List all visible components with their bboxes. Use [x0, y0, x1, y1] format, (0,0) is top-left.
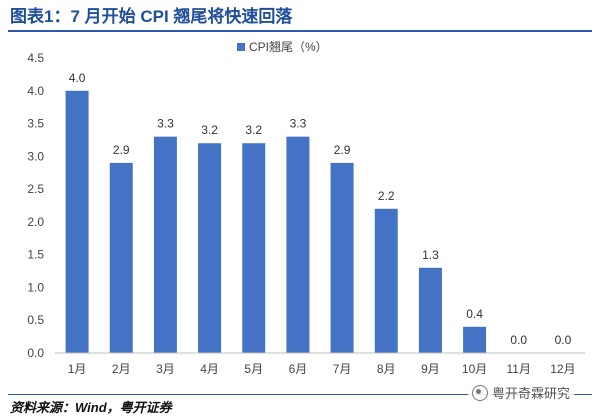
- data-label: 2.9: [113, 143, 130, 157]
- bar: [109, 162, 133, 353]
- data-label: 3.2: [245, 123, 262, 137]
- bar: [242, 143, 266, 353]
- x-tick-label: 10月: [462, 362, 487, 376]
- watermark-text: 粤开奇霖研究: [492, 386, 571, 401]
- wechat-icon: [472, 384, 488, 401]
- y-tick-label: 4.5: [27, 51, 44, 65]
- x-tick-label: 6月: [289, 362, 308, 376]
- x-tick-label: 1月: [68, 362, 87, 376]
- data-label: 0.0: [510, 333, 527, 347]
- data-labels: 4.0 2.9 3.3 3.2 3.2 3.3 2.9 2.2 1.3 0.4 0.0 0.0: [69, 71, 572, 347]
- title-divider: [8, 30, 592, 32]
- data-label: 3.2: [201, 123, 218, 137]
- bar: [286, 136, 310, 353]
- y-tick-label: 2.0: [27, 215, 44, 229]
- bar-chart: CPI翘尾（%） 0.00.51.01.52.02.53.03.54.04.5 …: [27, 40, 585, 376]
- bar: [330, 162, 354, 353]
- legend-swatch: [237, 43, 245, 51]
- data-label: 3.3: [157, 117, 174, 131]
- y-tick-label: 3.0: [27, 149, 44, 163]
- data-label: 0.0: [555, 333, 572, 347]
- source-note: 资料来源：Wind，粤开证券: [10, 400, 172, 415]
- x-tick-label: 7月: [333, 362, 352, 376]
- y-tick-label: 2.5: [27, 182, 44, 196]
- chart-legend: CPI翘尾（%）: [237, 40, 328, 54]
- data-label: 3.3: [290, 117, 307, 131]
- y-tick-label: 0.0: [27, 346, 44, 360]
- x-tick-label: 12月: [550, 362, 575, 376]
- bar: [65, 90, 89, 354]
- bar: [198, 143, 222, 353]
- bar: [463, 326, 487, 353]
- x-axis: 1月 2月 3月 4月 5月 6月 7月 8月 9月 10月 11月 12月: [55, 352, 585, 376]
- data-label: 0.4: [466, 307, 483, 321]
- bar: [374, 208, 398, 353]
- data-label: 1.3: [422, 248, 439, 262]
- watermark: 粤开奇霖研究: [468, 383, 575, 402]
- x-tick-label: 8月: [377, 362, 396, 376]
- data-label: 2.9: [334, 143, 351, 157]
- y-axis: 0.0 0.5 1.0 1.5 2.0 2.5 3.0 3.5 4.0 4.5: [27, 51, 44, 360]
- y-tick-label: 3.5: [27, 117, 44, 131]
- y-tick-label: 0.5: [27, 313, 44, 327]
- legend-label: CPI翘尾（%）: [249, 40, 328, 54]
- y-tick-label: 4.0: [27, 84, 44, 98]
- chart-title: 图表1：7 月开始 CPI 翘尾将快速回落: [10, 7, 293, 26]
- x-tick-label: 11月: [507, 362, 531, 376]
- bar: [418, 267, 442, 353]
- bar-series: [65, 90, 487, 354]
- footer-divider: [8, 394, 592, 395]
- data-label: 2.2: [378, 189, 395, 203]
- x-tick-label: 2月: [112, 362, 131, 376]
- y-tick-label: 1.5: [27, 248, 44, 262]
- x-tick-label: 3月: [156, 362, 175, 376]
- y-tick-label: 1.0: [27, 280, 44, 294]
- x-tick-label: 4月: [200, 362, 219, 376]
- x-tick-label: 9月: [421, 362, 440, 376]
- data-label: 4.0: [69, 71, 86, 85]
- x-tick-label: 5月: [244, 362, 263, 376]
- bar: [153, 136, 177, 353]
